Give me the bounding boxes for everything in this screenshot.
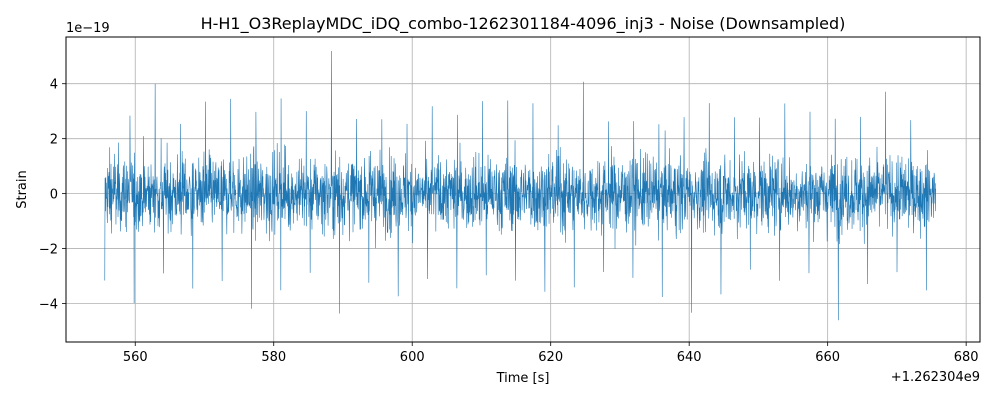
x-tick-label: 600	[400, 350, 425, 365]
x-axis-offset-label: +1.262304e9	[891, 370, 980, 385]
y-tick-label: −4	[39, 298, 58, 313]
strain-series-line	[104, 50, 936, 321]
x-axis-ticks: 560 580 600 620 640 660 680	[123, 342, 979, 365]
y-axis-scale-label: 1e−19	[66, 21, 110, 36]
y-tick-label: −2	[39, 243, 58, 258]
x-tick-label: 640	[677, 350, 702, 365]
x-tick-label: 680	[954, 350, 979, 365]
y-tick-label: 2	[50, 133, 58, 148]
x-axis-label: Time [s]	[496, 371, 550, 386]
plot-area	[104, 50, 936, 321]
y-axis-ticks: −4 −2 0 2 4	[39, 78, 66, 313]
x-tick-label: 660	[815, 350, 840, 365]
x-tick-label: 560	[123, 350, 148, 365]
plot-frame	[65, 36, 981, 343]
y-axis-label: Strain	[15, 170, 30, 209]
chart-title: H-H1_O3ReplayMDC_iDQ_combo-1262301184-40…	[201, 14, 846, 34]
x-tick-label: 620	[538, 350, 563, 365]
y-tick-label: 4	[50, 78, 58, 93]
x-tick-label: 580	[261, 350, 286, 365]
y-tick-label: 0	[50, 188, 58, 203]
